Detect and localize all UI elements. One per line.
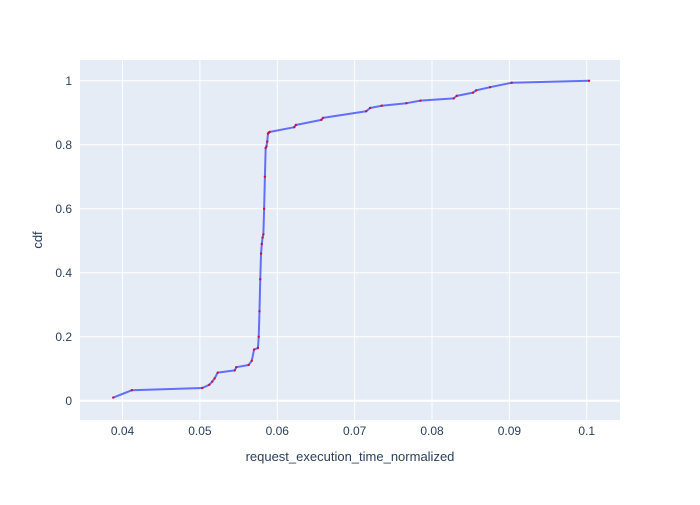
data-point <box>233 369 236 372</box>
data-point <box>474 89 478 92</box>
data-point <box>265 145 268 148</box>
data-point <box>211 380 214 383</box>
grid-lines <box>80 60 620 420</box>
x-tick-label: 0.09 <box>498 424 522 438</box>
y-tick-label: 1 <box>65 74 72 88</box>
data-point <box>262 233 265 236</box>
data-point <box>268 130 271 134</box>
data-point <box>365 110 368 113</box>
x-tick-label: 0.04 <box>111 424 135 438</box>
data-point <box>259 252 263 255</box>
data-point <box>247 363 250 367</box>
data-point <box>455 94 458 98</box>
x-axis-title: request_execution_time_normalized <box>246 449 455 464</box>
data-point <box>321 116 325 120</box>
data-point <box>293 126 296 129</box>
data-point <box>259 278 262 281</box>
data-point <box>380 104 383 107</box>
data-point <box>213 377 216 380</box>
data-point <box>250 359 253 362</box>
x-tick-label: 0.08 <box>420 424 444 438</box>
data-point <box>510 81 513 84</box>
data-point <box>368 106 372 110</box>
data-point <box>252 348 256 351</box>
data-point <box>256 346 260 350</box>
y-tick-label: 0 <box>65 394 72 408</box>
data-point <box>258 310 261 313</box>
x-tick-label: 0.07 <box>343 424 367 438</box>
data-point <box>262 207 266 210</box>
data-point <box>266 140 269 143</box>
y-tick-label: 0.4 <box>55 266 72 280</box>
y-axis-title: cdf <box>30 231 45 249</box>
data-point <box>587 79 591 83</box>
tick-labels: 0.04 0.05 0.06 0.07 0.08 0.09 0.1 0 0.2 0.4 0.6 0.8… <box>55 74 595 438</box>
data-point <box>201 386 204 390</box>
data-point <box>207 383 211 386</box>
data-point <box>263 175 267 178</box>
y-tick-label: 0.2 <box>55 330 72 344</box>
data-point <box>235 366 238 369</box>
plot-background <box>80 60 620 420</box>
data-point <box>257 335 260 338</box>
data-point <box>320 118 323 122</box>
data-point <box>112 396 115 399</box>
series-layer <box>112 79 591 399</box>
data-point <box>130 389 134 392</box>
data-point <box>405 102 408 105</box>
data-point <box>261 236 264 239</box>
x-tick-label: 0.06 <box>266 424 290 438</box>
data-point <box>488 86 492 89</box>
data-point <box>419 99 422 102</box>
data-point <box>260 242 264 246</box>
x-tick-label: 0.1 <box>578 424 595 438</box>
data-point <box>294 123 298 127</box>
data-point <box>216 371 219 374</box>
data-point <box>452 97 455 100</box>
y-tick-label: 0.8 <box>55 138 72 152</box>
y-tick-label: 0.6 <box>55 202 72 216</box>
x-tick-label: 0.05 <box>188 424 212 438</box>
data-point <box>471 91 475 94</box>
